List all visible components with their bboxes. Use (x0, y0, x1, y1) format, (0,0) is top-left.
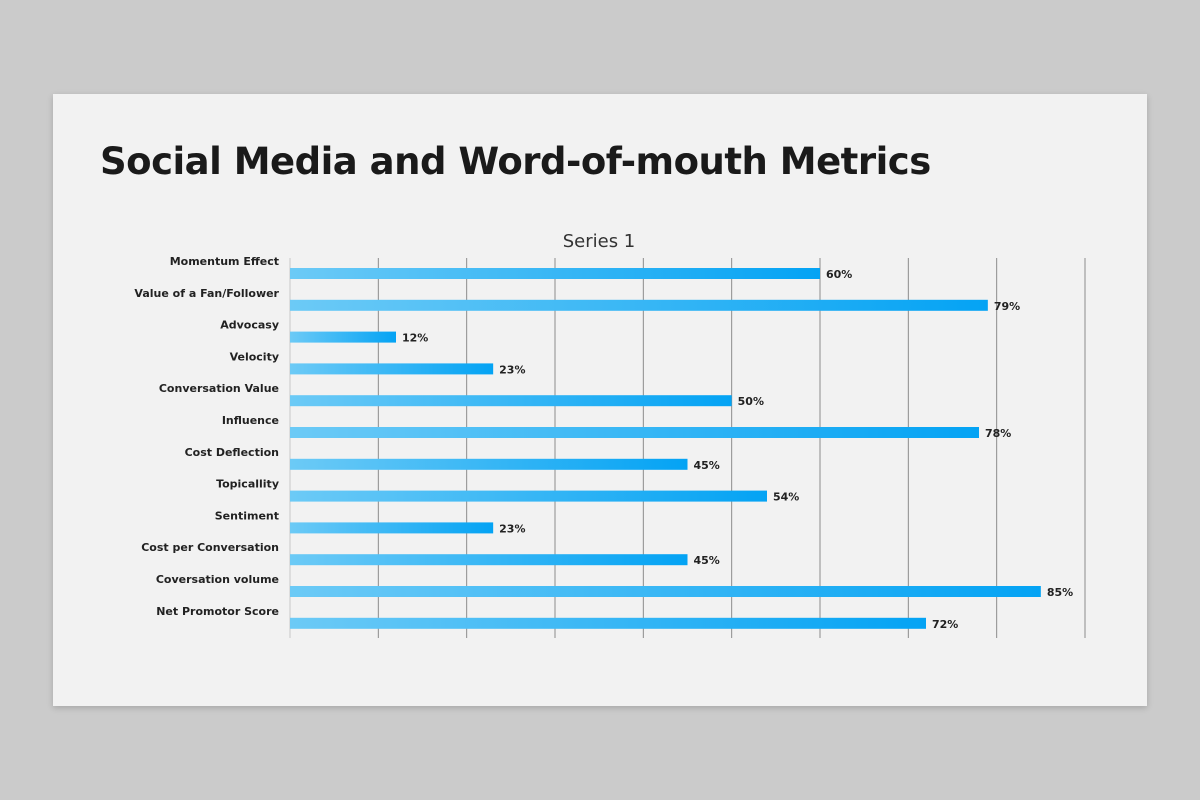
data-label: 45% (694, 554, 720, 567)
data-label: 85% (1047, 586, 1073, 599)
data-label: 72% (932, 618, 958, 631)
data-label: 60% (826, 268, 852, 281)
data-label: 50% (738, 395, 764, 408)
category-label: Velocity (230, 350, 279, 363)
category-label: Influence (222, 414, 279, 427)
category-label: Topicallity (216, 478, 279, 491)
category-label: Momentum Effect (170, 255, 279, 268)
category-label: Value of a Fan/Follower (134, 287, 279, 300)
data-label: 79% (994, 300, 1020, 313)
gridlines (289, 258, 1086, 638)
category-label: Coversation volume (156, 573, 279, 586)
data-label: 23% (499, 522, 525, 535)
bar (290, 586, 1041, 597)
slide: Social Media and Word-of-mouth Metrics S… (53, 94, 1147, 706)
bars (290, 268, 1041, 629)
bar (290, 522, 494, 534)
bar-chart: Series 1 Momentum Effect Value of a Fan/F… (134, 231, 1086, 638)
bar (290, 395, 732, 407)
bar (290, 458, 688, 470)
category-label: Cost Deflection (185, 446, 279, 459)
category-label: Sentiment (215, 509, 279, 522)
bar (290, 331, 396, 343)
bar (290, 617, 926, 629)
bar (290, 554, 688, 566)
data-label: 54% (773, 491, 799, 504)
data-label: 78% (985, 427, 1011, 440)
data-label: 45% (694, 459, 720, 472)
bar (290, 363, 494, 375)
bar (290, 490, 767, 502)
bar (290, 299, 988, 311)
category-labels: Momentum Effect Value of a Fan/Follower Ad… (134, 255, 279, 618)
value-labels: 60% 79% 12% 23% 50% 78% 45% 54% 23% 45% 85% 72% (402, 268, 1073, 631)
category-label: Advocasy (220, 319, 279, 332)
slide-title: Social Media and Word-of-mouth Metrics (100, 140, 931, 183)
category-label: Conversation Value (159, 382, 279, 395)
bar (290, 427, 979, 438)
data-label: 23% (499, 363, 525, 376)
chart-title: Series 1 (563, 231, 636, 252)
category-label: Net Promotor Score (156, 605, 279, 618)
category-label: Cost per Conversation (141, 541, 279, 554)
data-label: 12% (402, 332, 428, 345)
bar (290, 268, 820, 279)
